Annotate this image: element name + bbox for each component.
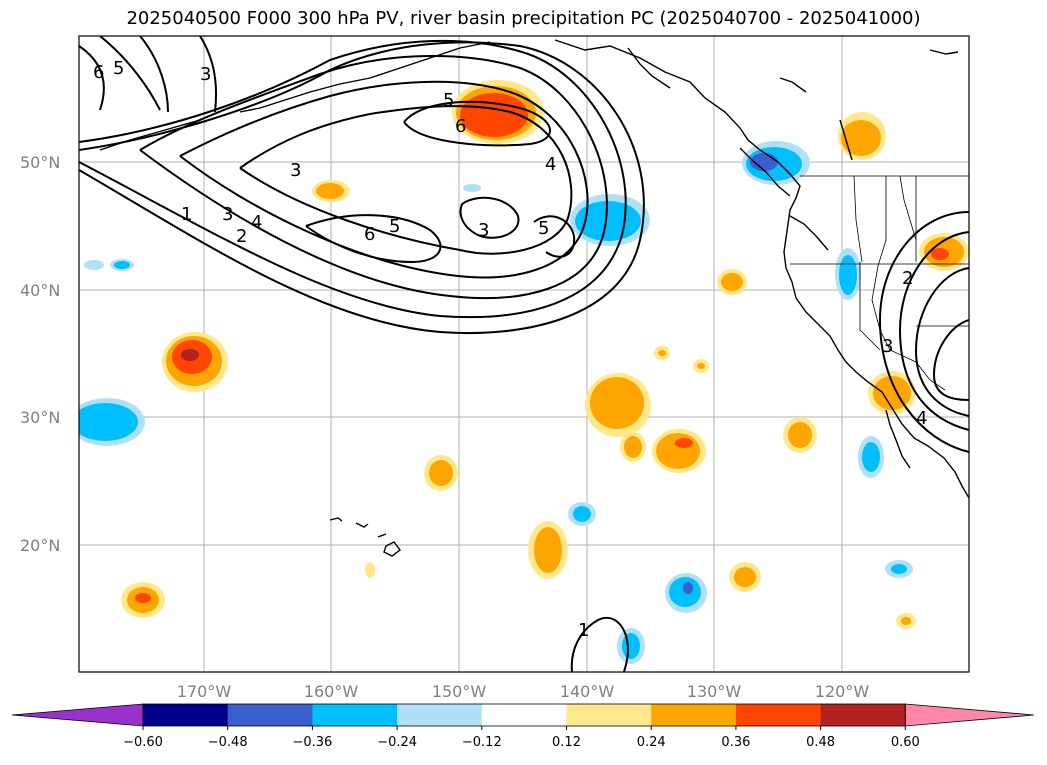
colorbar-segment xyxy=(397,704,483,726)
contour-label: 3 xyxy=(882,336,893,357)
contour-label: 5 xyxy=(113,58,124,79)
contour-label: 3 xyxy=(222,204,233,225)
lat-label: 30°N xyxy=(20,408,60,427)
colorbar-tick-label: 0.12 xyxy=(552,735,581,750)
contour-label: 4 xyxy=(251,212,262,233)
colorbar-segment xyxy=(481,704,567,726)
contour-label: 2 xyxy=(236,226,247,247)
colorbar-tick-label: −0.24 xyxy=(377,735,417,750)
map-title: 2025040500 F000 300 hPa PV, river basin … xyxy=(126,8,921,29)
lon-label: 130°W xyxy=(687,682,742,701)
colorbar-segment xyxy=(651,704,737,726)
colorbar-segment xyxy=(312,704,398,726)
plot-frame xyxy=(78,35,970,673)
colorbar-tick-label: −0.36 xyxy=(292,735,332,750)
political-borders xyxy=(790,175,969,391)
contour-label: 6 xyxy=(93,62,104,83)
contour-label: 3 xyxy=(290,160,301,181)
contour-labels: 1 2 3 4 5 6 3 5 6 4 3 5 3 6 5 2 3 4 1 xyxy=(93,58,927,641)
contour-label: 5 xyxy=(389,216,400,237)
colorbar-extend-high xyxy=(904,703,1035,727)
colorbar-tick-label: −0.12 xyxy=(462,735,502,750)
colorbar-tick-label: −0.48 xyxy=(208,735,248,750)
contour-label: 3 xyxy=(200,64,211,85)
colorbar-segment xyxy=(820,704,906,726)
colorbar-segment xyxy=(566,704,652,726)
contour-label: 4 xyxy=(916,408,927,429)
contour-label: 5 xyxy=(538,218,549,239)
pv-contours xyxy=(79,36,969,672)
contour-label: 1 xyxy=(181,204,192,225)
lon-label: 170°W xyxy=(177,682,232,701)
contour-label: 4 xyxy=(545,154,556,175)
lon-label: 140°W xyxy=(560,682,615,701)
colorbar-segment xyxy=(143,704,229,726)
contour-label: 2 xyxy=(902,268,913,289)
colorbar-extend-low xyxy=(11,703,144,727)
lat-label: 50°N xyxy=(20,153,60,172)
coastlines xyxy=(99,39,969,557)
lat-label: 20°N xyxy=(20,536,60,555)
contour-label: 1 xyxy=(578,620,589,641)
contour-label: 6 xyxy=(364,224,375,245)
colorbar-tick-label: 0.36 xyxy=(721,735,750,750)
colorbar-segment xyxy=(735,704,822,726)
colorbar-frame xyxy=(142,703,906,727)
lon-label: 120°W xyxy=(815,682,870,701)
colorbar-tick-label: 0.48 xyxy=(806,735,835,750)
colorbar: −0.60 −0.48 −0.36 −0.24 −0.12 0.12 0.24 0.36 0.4… xyxy=(11,703,1035,750)
colorbar-tick-label: 0.60 xyxy=(891,735,920,750)
lon-label: 160°W xyxy=(304,682,359,701)
colorbar-segment xyxy=(227,704,313,726)
contour-label: 5 xyxy=(443,90,454,111)
colorbar-tick-label: 0.24 xyxy=(637,735,666,750)
contour-label: 3 xyxy=(478,220,489,241)
lat-label: 40°N xyxy=(20,281,60,300)
colorbar-tick-label: −0.60 xyxy=(123,735,163,750)
contour-label: 6 xyxy=(455,116,466,137)
map-plot-area: 1 2 3 4 5 6 3 5 6 4 3 5 3 6 5 2 3 4 1 xyxy=(79,36,969,672)
lon-label: 150°W xyxy=(432,682,487,701)
